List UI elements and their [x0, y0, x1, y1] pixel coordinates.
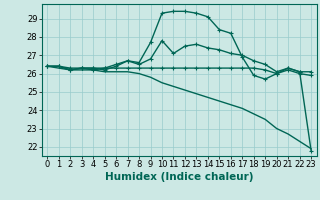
X-axis label: Humidex (Indice chaleur): Humidex (Indice chaleur): [105, 172, 253, 182]
